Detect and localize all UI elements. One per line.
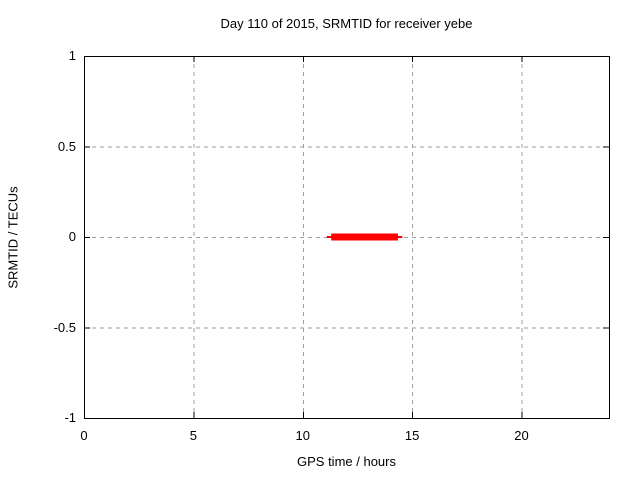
y-tick-label: 0.5	[57, 138, 76, 154]
x-tick-label-text: 15	[404, 428, 420, 443]
x-tick-label-text: 10	[295, 428, 310, 443]
chart-title: Day 110 of 2015, SRMTID for receiver yeb…	[220, 16, 473, 31]
y-tick-label: 0	[68, 229, 76, 244]
x-axis-label: GPS time / hours	[297, 454, 396, 469]
y-tick-label: 1	[68, 48, 76, 63]
x-tick-label-text: 20	[514, 428, 529, 443]
y-tick-label: -1	[64, 410, 76, 425]
x-tick-label-text: 5	[189, 428, 197, 443]
y-tick-label: -0.5	[53, 319, 76, 335]
x-tick-label-text: 0	[80, 428, 88, 443]
